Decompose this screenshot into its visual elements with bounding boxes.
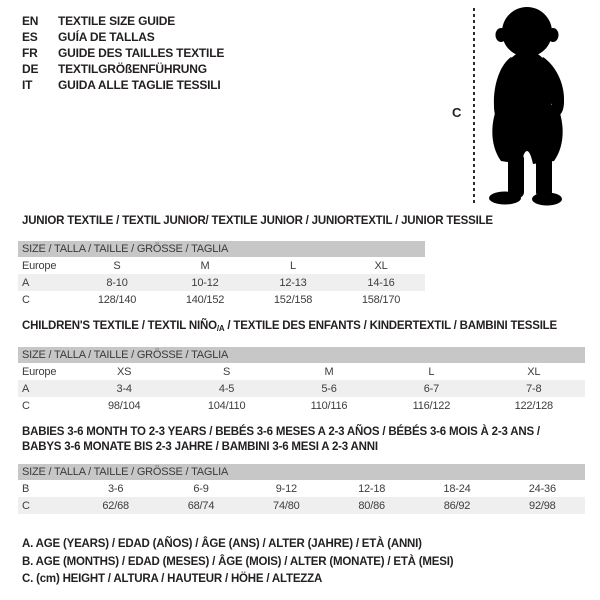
lang-code: ES: [22, 30, 38, 44]
language-list: EN TEXTILE SIZE GUIDE ES GUÍA DE TALLAS …: [22, 13, 224, 93]
children-size-table: SIZE / TALLA / TAILLE / GRÖSSE / TAGLIA …: [18, 347, 585, 414]
cell: 14-16: [337, 274, 425, 291]
cell: 3-4: [73, 380, 176, 397]
note-height-cm: C. (cm) HEIGHT / ALTURA / HAUTEUR / HÖHE…: [22, 573, 323, 585]
cell: 12-13: [249, 274, 337, 291]
lang-title: TEXTILE SIZE GUIDE: [58, 14, 176, 28]
lang-title: GUÍA DE TALLAS: [58, 30, 155, 44]
table-row: A 3-4 4-5 5-6 6-7 7-8: [18, 380, 585, 397]
table-row: B 3-6 6-9 9-12 12-18 18-24 24-36: [18, 480, 585, 497]
lang-code: IT: [22, 78, 33, 92]
lang-row-es: ES GUÍA DE TALLAS: [22, 29, 224, 45]
children-title-sub: /A: [216, 324, 225, 333]
cell: 18-24: [443, 482, 471, 495]
table-row: SIZE / TALLA / TAILLE / GRÖSSE / TAGLIA: [18, 347, 585, 363]
cell: 86/92: [414, 497, 500, 514]
row-label: B: [22, 482, 30, 495]
cell: 92/98: [499, 497, 585, 514]
cell: 74/80: [243, 497, 329, 514]
cell: 9-12: [275, 482, 297, 495]
cell: 6-9: [193, 482, 209, 495]
cell: 80/86: [328, 497, 415, 514]
table-row: Europe S M L XL: [18, 257, 425, 274]
size-header-cell: SIZE / TALLA / TAILLE / GRÖSSE / TAGLIA: [18, 347, 585, 363]
table-row: A 8-10 10-12 12-13 14-16: [18, 274, 425, 291]
lang-code: EN: [22, 14, 39, 28]
cell: 5-6: [277, 380, 381, 397]
cell: 7-8: [482, 380, 585, 397]
children-section-title: CHILDREN'S TEXTILE / TEXTIL NIÑO/A / TEX…: [22, 319, 557, 336]
cell: 62/68: [73, 497, 159, 514]
cell: 140/152: [185, 293, 225, 306]
cell: 98/104: [107, 399, 141, 412]
babies-title-line2: BABYS 3-6 MONATE BIS 2-3 JAHRE / BAMBINI…: [22, 441, 378, 453]
cell: 128/140: [97, 293, 137, 306]
cell: 116/122: [412, 399, 451, 412]
row-label: Europe: [22, 365, 57, 378]
column-header: XL: [527, 365, 541, 378]
cell: 158/170: [361, 293, 401, 306]
column-header: L: [290, 259, 296, 272]
row-label: Europe: [22, 259, 57, 272]
lang-title: GUIDE DES TAILLES TEXTILE: [58, 46, 225, 60]
cell: 8-10: [73, 274, 161, 291]
note-age-years: A. AGE (YEARS) / EDAD (AÑOS) / ÂGE (ANS)…: [22, 538, 422, 550]
lang-row-en: EN TEXTILE SIZE GUIDE: [22, 13, 224, 29]
cell: 24-36: [528, 482, 556, 495]
cell: 122/128: [514, 399, 554, 412]
lang-code: FR: [22, 46, 38, 60]
column-header: XS: [117, 365, 132, 378]
table-row: Europe XS S M L XL: [18, 363, 585, 380]
lang-title: TEXTILGRÖßENFÜHRUNG: [58, 62, 207, 76]
lang-row-de: DE TEXTILGRÖßENFÜHRUNG: [22, 61, 224, 77]
babies-title-line1: BABIES 3-6 MONTH TO 2-3 YEARS / BEBÉS 3-…: [22, 426, 540, 438]
lang-title: GUIDA ALLE TAGLIE TESSILI: [58, 78, 221, 92]
table-row: C 128/140 140/152 152/158 158/170: [18, 291, 425, 308]
height-measure-dashed-line: [473, 8, 475, 206]
cell: 12-18: [358, 482, 386, 495]
cell: 110/116: [310, 399, 348, 412]
table-row: C 98/104 104/110 110/116 116/122 122/128: [18, 397, 585, 414]
row-label: C: [22, 399, 30, 412]
height-measure-label: C: [452, 105, 462, 120]
junior-section-title: JUNIOR TEXTILE / TEXTIL JUNIOR/ TEXTILE …: [22, 215, 493, 227]
babies-size-table: SIZE / TALLA / TAILLE / GRÖSSE / TAGLIA …: [18, 464, 585, 514]
column-header: S: [223, 365, 231, 378]
column-header: M: [200, 259, 210, 272]
lang-code: DE: [22, 62, 39, 76]
table-row: SIZE / TALLA / TAILLE / GRÖSSE / TAGLIA: [18, 241, 425, 257]
table-row: SIZE / TALLA / TAILLE / GRÖSSE / TAGLIA: [18, 464, 585, 480]
children-title-post: / TEXTILE DES ENFANTS / KINDERTEXTIL / B…: [224, 320, 557, 332]
cell: 6-7: [380, 380, 483, 397]
column-header: L: [428, 365, 435, 378]
cell: 152/158: [273, 293, 313, 306]
cell: 3-6: [108, 482, 124, 495]
baby-silhouette-icon: [489, 7, 565, 206]
legend-notes: A. AGE (YEARS) / EDAD (AÑOS) / ÂGE (ANS)…: [22, 536, 454, 589]
column-header: M: [324, 365, 334, 378]
row-label: A: [18, 274, 73, 291]
cell: 104/110: [207, 399, 246, 412]
children-title-pre: CHILDREN'S TEXTILE / TEXTIL NIÑO: [22, 320, 217, 332]
row-label: A: [18, 380, 73, 397]
column-header: S: [113, 259, 121, 272]
cell: 4-5: [175, 380, 278, 397]
cell: 68/74: [158, 497, 244, 514]
lang-row-it: IT GUIDA ALLE TAGLIE TESSILI: [22, 77, 224, 93]
table-row: C 62/68 68/74 74/80 80/86 86/92 92/98: [18, 497, 585, 514]
column-header: XL: [374, 259, 388, 272]
cell: 10-12: [161, 274, 249, 291]
row-label: C: [22, 293, 30, 306]
row-label: C: [18, 497, 73, 514]
lang-row-fr: FR GUIDE DES TAILLES TEXTILE: [22, 45, 224, 61]
size-header-cell: SIZE / TALLA / TAILLE / GRÖSSE / TAGLIA: [18, 464, 585, 480]
junior-size-table: SIZE / TALLA / TAILLE / GRÖSSE / TAGLIA …: [18, 241, 425, 308]
size-header-cell: SIZE / TALLA / TAILLE / GRÖSSE / TAGLIA: [18, 241, 425, 257]
babies-section-title: BABIES 3-6 MONTH TO 2-3 YEARS / BEBÉS 3-…: [22, 425, 540, 455]
note-age-months: B. AGE (MONTHS) / EDAD (MESES) / ÂGE (MO…: [22, 555, 454, 568]
